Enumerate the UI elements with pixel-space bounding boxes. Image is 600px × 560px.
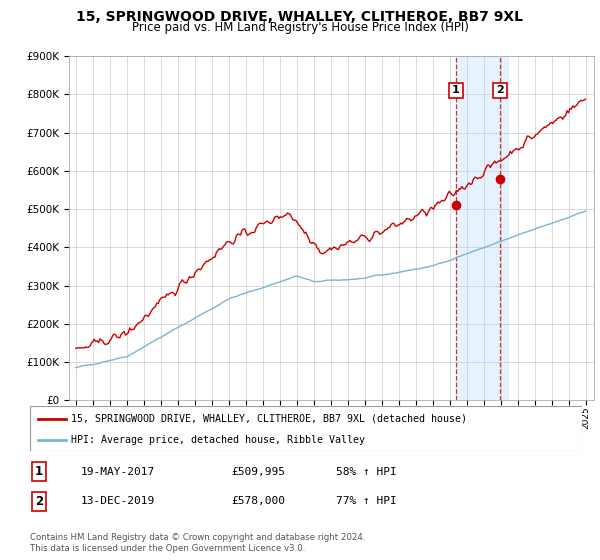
Text: 15, SPRINGWOOD DRIVE, WHALLEY, CLITHEROE, BB7 9XL (detached house): 15, SPRINGWOOD DRIVE, WHALLEY, CLITHEROE… xyxy=(71,413,467,423)
Bar xyxy=(456,56,508,400)
Text: 2: 2 xyxy=(35,494,43,508)
Text: 19-MAY-2017: 19-MAY-2017 xyxy=(81,466,155,477)
Text: 1: 1 xyxy=(35,465,43,478)
Text: 15, SPRINGWOOD DRIVE, WHALLEY, CLITHEROE, BB7 9XL: 15, SPRINGWOOD DRIVE, WHALLEY, CLITHEROE… xyxy=(77,10,523,24)
Text: Contains HM Land Registry data © Crown copyright and database right 2024.
This d: Contains HM Land Registry data © Crown c… xyxy=(30,533,365,553)
Text: 2: 2 xyxy=(496,86,504,95)
Text: 13-DEC-2019: 13-DEC-2019 xyxy=(81,496,155,506)
Text: 1: 1 xyxy=(452,86,460,95)
Text: 77% ↑ HPI: 77% ↑ HPI xyxy=(336,496,397,506)
Text: HPI: Average price, detached house, Ribble Valley: HPI: Average price, detached house, Ribb… xyxy=(71,435,365,445)
Text: £509,995: £509,995 xyxy=(231,466,285,477)
Text: 58% ↑ HPI: 58% ↑ HPI xyxy=(336,466,397,477)
Text: £578,000: £578,000 xyxy=(231,496,285,506)
Text: Price paid vs. HM Land Registry's House Price Index (HPI): Price paid vs. HM Land Registry's House … xyxy=(131,21,469,34)
FancyBboxPatch shape xyxy=(30,406,582,451)
